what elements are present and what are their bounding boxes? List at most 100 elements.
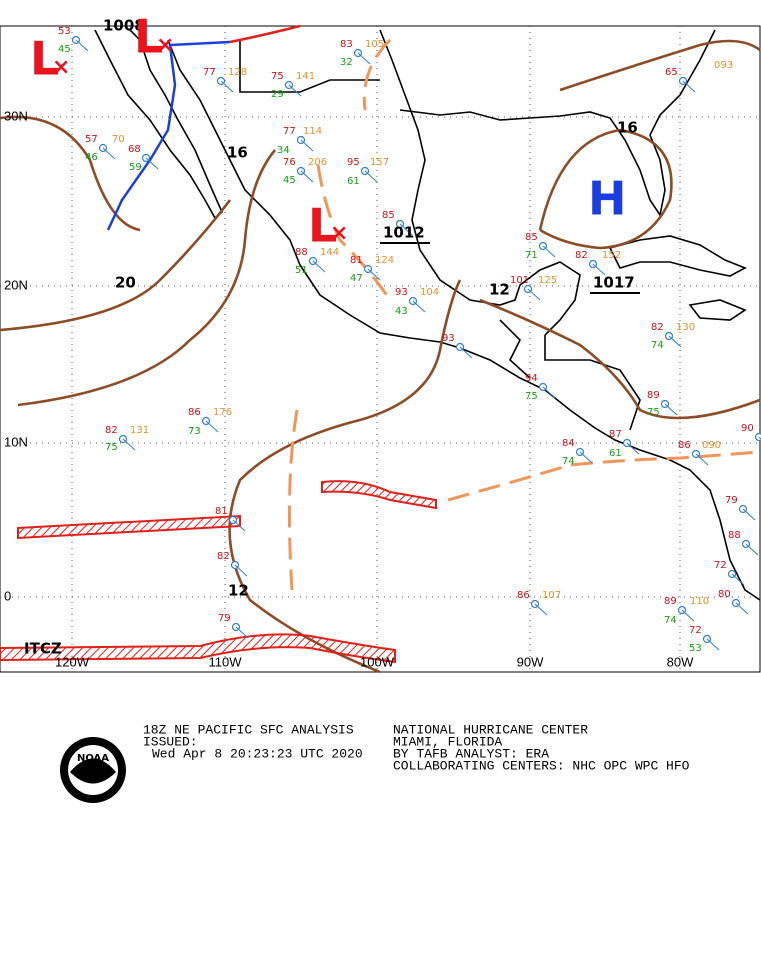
station-value: 84 [562,438,575,449]
station-value: 71 [525,250,538,261]
lat-label: 30N [4,108,28,123]
coastlines [94,29,761,601]
station-value: 70 [112,134,125,145]
footer-analyst: BY TAFB ANALYST: ERA [393,746,549,761]
trough [447,450,761,502]
station-value: 82 [217,551,230,562]
troughs [287,38,761,591]
lon-label: 100W [360,654,395,669]
cold-front [106,40,231,231]
station-value: 83 [340,39,353,50]
wind-barb [367,268,381,281]
station-value: 93 [442,333,455,344]
station-value: 53 [689,643,702,654]
isobar-label: 20 [115,274,136,292]
station-value: 88 [728,530,741,541]
coastline [608,235,747,277]
wind-barb [682,80,696,93]
footer-collab: COLLABORATING CENTERS: NHC OPC WPC HFO [393,758,690,773]
trough [287,409,299,591]
station-value: 81 [215,506,228,517]
isobars [0,39,761,674]
station-value: 75 [105,442,118,453]
wind-barb [664,403,678,416]
wind-barb [668,335,682,348]
map-frame [0,25,761,673]
station-value: 105 [365,39,384,50]
footer-location: MIAMI, FLORIDA [393,734,502,749]
station-value: 82 [575,250,588,261]
isobar [559,39,761,92]
station-value: 114 [303,126,322,137]
wind-barb [534,603,548,616]
station-value: 74 [651,340,664,351]
wind-barb [235,626,249,639]
station-value: 128 [228,67,247,78]
station-value: 85 [525,232,538,243]
wind-barb [742,508,756,521]
station-value: 89 [647,390,660,401]
wind-barb [579,451,593,464]
low-center: L [308,199,337,253]
high-center: H [588,172,627,226]
lat-label: 0 [4,588,11,603]
center-mark: × [156,33,174,58]
station-value: 80 [718,589,731,600]
station-value: 74 [562,456,575,467]
footer-center: NATIONAL HURRICANE CENTER [393,722,588,737]
lon-label: 120W [55,654,90,669]
wind-barb [459,346,473,359]
station-value: 95 [347,157,360,168]
station-value: 82 [105,425,118,436]
coastline [379,29,581,336]
coastline [399,29,716,218]
isobar [538,128,673,250]
wind-barb [364,170,378,183]
pressure-value: 1012 [383,224,425,242]
wind-barb [102,147,116,160]
station-value: 47 [350,273,363,284]
lat-label: 20N [4,277,28,292]
station-value: 090 [702,440,721,451]
station-value: 65 [665,67,678,78]
wind-barb [232,519,246,532]
lat-label: 10N [4,434,28,449]
low-center: L [134,10,163,64]
station-value: 43 [395,306,408,317]
wind-barb [288,84,302,97]
station-value: 77 [203,67,216,78]
station-value: 88 [295,247,308,258]
station-value: 86 [188,407,201,418]
station-value: 59 [129,162,142,173]
station-value: 093 [714,60,733,71]
station-value: 75 [647,407,660,418]
station-value: 86 [517,590,530,601]
station-value: 86 [678,440,691,451]
pressure-value: 1017 [593,274,635,292]
station-value: 46 [85,152,98,163]
wind-barb [399,223,413,236]
itcz-band [0,633,396,664]
center-mark: × [52,55,70,80]
lon-label: 110W [209,654,243,669]
station-value: 76 [283,157,296,168]
station-value: 79 [218,613,231,624]
feature-label: ITCZ [24,640,62,658]
wind-barb [220,80,234,93]
station-value: 89 [664,596,677,607]
logo-bird [70,758,116,784]
station-value: 124 [375,255,394,266]
station-value: 176 [213,407,232,418]
station-value: 101 [510,275,529,286]
station-value: 81 [350,255,363,266]
station-value: 152 [602,250,621,261]
station-value: 82 [651,322,664,333]
isobar-label: 12 [489,281,510,299]
wind-barb [681,609,695,622]
wind-barb [626,442,640,455]
footer-time: Wed Apr 8 20:23:23 UTC 2020 [152,746,363,761]
station-value: 32 [340,57,353,68]
station-value: 125 [538,275,557,286]
